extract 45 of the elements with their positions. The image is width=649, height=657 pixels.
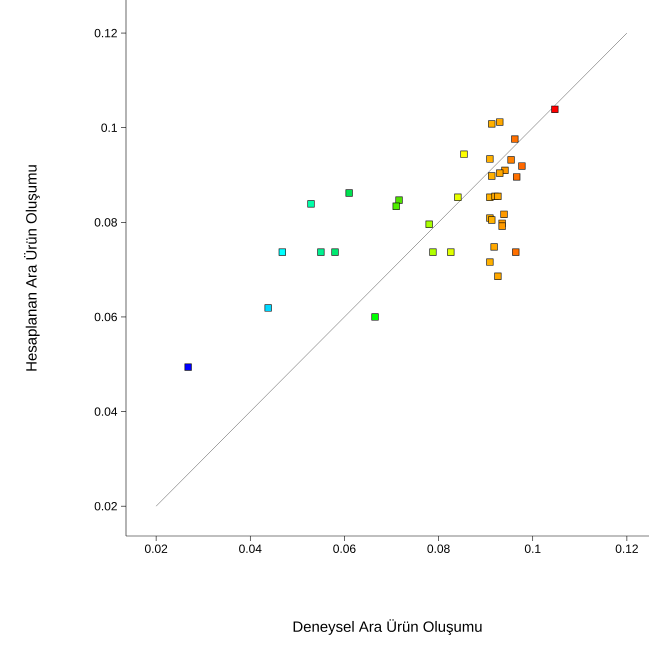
x-tick-label: 0.12	[616, 544, 638, 553]
point	[454, 194, 462, 201]
point	[511, 135, 518, 143]
point	[488, 172, 496, 180]
point	[486, 155, 494, 163]
x-tick-label: 0.06	[333, 544, 356, 553]
x-tick-label: 0.1	[524, 544, 540, 553]
point	[496, 118, 504, 126]
point	[346, 189, 353, 197]
y-tick-label: 0.04	[94, 407, 118, 416]
point	[331, 248, 339, 256]
point	[426, 220, 433, 228]
x-tick-label: 0.02	[144, 544, 168, 553]
point	[447, 248, 454, 256]
point	[392, 202, 400, 210]
point	[184, 364, 192, 371]
point	[494, 192, 502, 200]
point	[513, 173, 520, 181]
y-tick-label: 0.12	[94, 28, 117, 38]
y-tick-label: 0.08	[94, 218, 117, 227]
y-tick-label: 0.06	[94, 312, 117, 322]
point	[490, 243, 498, 251]
point	[371, 313, 379, 321]
point	[317, 248, 324, 256]
y-axis-title: Hesaplanan Ara Ürün Oluşumu	[24, 165, 40, 371]
point	[488, 120, 496, 128]
point	[500, 210, 508, 218]
point	[518, 162, 526, 170]
y-tick-label: 0.1	[101, 123, 117, 132]
point	[429, 248, 437, 256]
point	[496, 170, 504, 177]
point	[507, 156, 515, 164]
point	[278, 248, 286, 256]
x-tick-label: 0.04	[239, 544, 262, 553]
y-tick-label: 0.02	[94, 502, 117, 510]
point	[498, 222, 506, 230]
x-axis-title: Deneysel Ara Ürün Oluşumu	[294, 619, 482, 635]
point	[494, 272, 502, 280]
point	[486, 258, 494, 266]
point	[551, 106, 558, 113]
point	[307, 200, 315, 208]
point	[264, 304, 272, 312]
point	[460, 150, 468, 158]
x-tick-label: 0.08	[427, 544, 450, 553]
point	[512, 248, 520, 256]
